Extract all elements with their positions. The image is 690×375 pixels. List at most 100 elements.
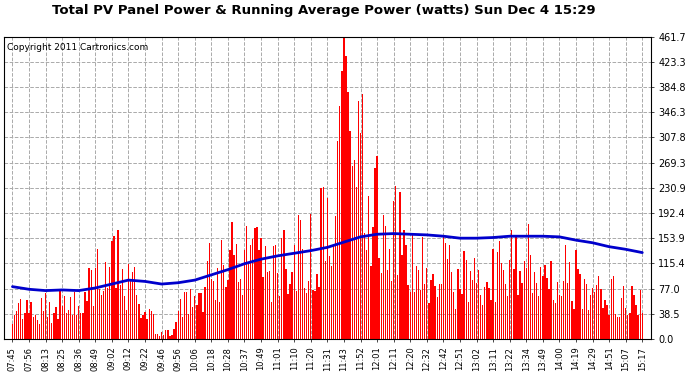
Bar (602, 308, 604, 339)
Bar (520, 271, 521, 339)
Bar (142, 315, 144, 339)
Bar (318, 287, 319, 339)
Bar (416, 266, 417, 339)
Bar (304, 288, 305, 339)
Bar (428, 303, 430, 339)
Bar (441, 284, 442, 339)
Bar (588, 310, 589, 339)
Bar (393, 201, 395, 339)
Bar (99, 289, 100, 339)
Bar (497, 252, 498, 339)
Bar (70, 297, 71, 339)
Bar (542, 276, 544, 339)
Bar (549, 290, 550, 339)
Bar (258, 250, 259, 339)
Bar (124, 296, 125, 339)
Bar (561, 296, 562, 339)
Bar (339, 106, 340, 339)
Bar (41, 298, 42, 339)
Bar (37, 320, 38, 339)
Bar (439, 284, 440, 339)
Bar (121, 269, 123, 339)
Bar (569, 262, 571, 339)
Bar (14, 315, 15, 339)
Bar (225, 287, 226, 339)
Bar (324, 261, 326, 339)
Bar (161, 332, 162, 339)
Bar (159, 336, 160, 339)
Bar (20, 299, 21, 339)
Bar (345, 56, 346, 339)
Bar (171, 335, 172, 339)
Bar (264, 246, 266, 339)
Bar (252, 239, 253, 339)
Bar (312, 290, 313, 339)
Bar (314, 291, 315, 339)
Bar (115, 288, 117, 339)
Bar (555, 303, 556, 339)
Bar (113, 236, 115, 339)
Bar (310, 214, 311, 339)
Bar (455, 309, 457, 339)
Bar (277, 273, 278, 339)
Bar (575, 251, 577, 339)
Bar (331, 266, 332, 339)
Bar (343, 37, 344, 339)
Bar (530, 255, 531, 339)
Bar (57, 319, 59, 339)
Bar (150, 310, 152, 339)
Bar (200, 292, 201, 339)
Bar (295, 291, 297, 339)
Bar (532, 293, 533, 339)
Bar (107, 288, 108, 339)
Bar (633, 295, 635, 339)
Bar (146, 319, 148, 339)
Bar (47, 317, 48, 339)
Bar (449, 245, 451, 339)
Bar (578, 269, 579, 339)
Bar (590, 296, 591, 339)
Bar (273, 246, 274, 339)
Bar (51, 323, 52, 339)
Bar (642, 313, 643, 339)
Bar (387, 270, 388, 339)
Bar (39, 324, 40, 339)
Bar (389, 249, 390, 339)
Bar (281, 238, 282, 339)
Bar (34, 315, 36, 339)
Bar (402, 255, 403, 339)
Bar (198, 293, 199, 339)
Bar (621, 298, 622, 339)
Bar (239, 279, 241, 339)
Bar (306, 293, 307, 339)
Bar (293, 245, 295, 339)
Bar (74, 291, 75, 339)
Bar (101, 296, 102, 339)
Bar (231, 222, 233, 339)
Bar (208, 243, 210, 339)
Bar (431, 280, 432, 339)
Bar (507, 296, 509, 339)
Bar (464, 251, 465, 339)
Bar (322, 188, 324, 339)
Bar (18, 303, 19, 339)
Bar (580, 274, 581, 339)
Bar (611, 279, 612, 339)
Bar (366, 250, 367, 339)
Bar (326, 198, 328, 339)
Bar (486, 282, 488, 339)
Bar (155, 334, 156, 339)
Bar (379, 258, 380, 339)
Bar (592, 288, 593, 339)
Bar (501, 263, 502, 339)
Bar (229, 250, 230, 339)
Bar (571, 301, 573, 339)
Bar (190, 289, 191, 339)
Text: Copyright 2011 Cartronics.com: Copyright 2011 Cartronics.com (8, 43, 148, 52)
Bar (489, 288, 490, 339)
Bar (466, 261, 467, 339)
Bar (518, 295, 519, 339)
Bar (360, 134, 361, 339)
Bar (474, 258, 475, 339)
Bar (424, 284, 426, 339)
